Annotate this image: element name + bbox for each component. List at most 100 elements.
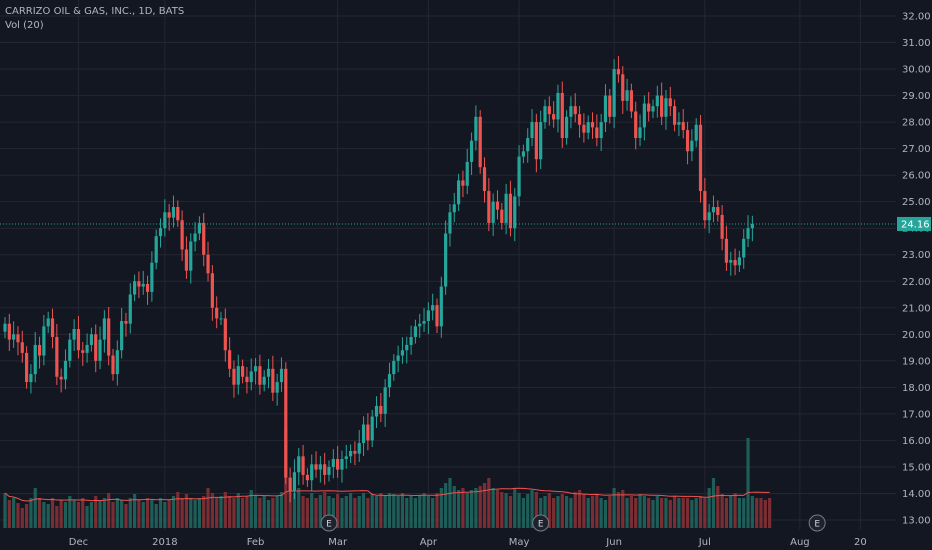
candle-body xyxy=(474,116,478,141)
x-tick-label: Apr xyxy=(420,537,438,548)
earnings-marker[interactable] xyxy=(320,514,338,532)
candle-body xyxy=(517,156,521,197)
volume-bar xyxy=(305,498,309,528)
candle-body xyxy=(366,424,370,441)
candle-body xyxy=(184,249,189,271)
y-tick-label: 26.00 xyxy=(902,171,931,182)
candle-body xyxy=(698,124,703,192)
volume-bar xyxy=(258,498,262,528)
volume-bar xyxy=(435,493,439,528)
candle-body xyxy=(616,69,621,75)
volume-bar xyxy=(733,493,737,528)
volume-ma-line xyxy=(4,487,770,502)
x-tick-label: May xyxy=(509,537,530,548)
candle-body xyxy=(292,472,297,491)
volume-bar xyxy=(469,490,474,528)
volume-bar xyxy=(189,498,193,528)
candle-body xyxy=(262,376,266,385)
candle-body xyxy=(608,95,612,117)
candle-body xyxy=(331,458,335,467)
x-tick-label: Jun xyxy=(605,537,622,548)
volume-bar xyxy=(16,503,20,528)
volume-bar xyxy=(63,502,68,528)
volume-bar xyxy=(504,493,508,528)
candle-body xyxy=(241,366,245,377)
volume-bar xyxy=(314,498,318,528)
candle-body xyxy=(176,206,180,221)
volume-bars xyxy=(3,428,772,528)
last-price-value: 24.16 xyxy=(901,219,930,230)
earnings-marker-label: E xyxy=(538,520,544,530)
volume-bar xyxy=(59,500,63,528)
candle-body xyxy=(724,238,729,263)
earnings-marker[interactable] xyxy=(532,514,550,532)
volume-bar xyxy=(241,498,245,528)
volume-bar xyxy=(357,496,361,528)
volume-bar xyxy=(599,498,603,528)
candle-body xyxy=(603,95,608,123)
y-tick-label: 17.00 xyxy=(902,409,931,420)
time-axis[interactable]: Dec 2018 Feb Mar Apr May Jun Jul Aug 20 xyxy=(69,537,867,548)
earnings-marker[interactable] xyxy=(808,514,826,532)
volume-bar xyxy=(223,492,227,528)
candle-body xyxy=(612,69,616,117)
volume-bar xyxy=(171,496,176,528)
volume-indicator-title[interactable]: Vol (20) xyxy=(5,20,44,31)
volume-bar xyxy=(431,498,435,528)
volume-bar xyxy=(729,496,733,528)
volume-bar xyxy=(383,495,387,528)
volume-bar xyxy=(534,492,538,528)
candle-body xyxy=(171,206,176,218)
volume-bar xyxy=(737,498,741,528)
x-tick-label: 2018 xyxy=(152,537,177,548)
x-tick-label: Aug xyxy=(790,537,810,548)
volume-bar xyxy=(111,502,115,528)
volume-bar xyxy=(85,506,89,528)
volume-bar xyxy=(521,498,525,528)
candle-body xyxy=(374,405,379,417)
candle-body xyxy=(111,355,115,375)
y-tick-label: 16.00 xyxy=(902,436,931,447)
chart-grid xyxy=(0,0,896,530)
candlestick-series xyxy=(3,56,754,503)
candle-body xyxy=(3,323,7,332)
candle-body xyxy=(249,371,253,383)
volume-bar xyxy=(608,496,612,528)
y-tick-label: 20.00 xyxy=(902,330,931,341)
volume-bar xyxy=(582,494,586,528)
volume-bar xyxy=(595,494,599,528)
candle-body xyxy=(565,116,569,139)
volume-bar xyxy=(387,493,392,528)
candle-body xyxy=(508,193,513,229)
volume-bar xyxy=(444,483,448,528)
volume-bar xyxy=(292,493,297,528)
candle-body xyxy=(439,286,443,327)
candle-body xyxy=(46,318,50,327)
candle-body xyxy=(729,260,733,263)
symbol-title[interactable]: CARRIZO OIL & GAS, INC., 1D, BATS xyxy=(5,6,185,17)
candle-body xyxy=(383,387,387,414)
candle-body xyxy=(327,466,331,475)
last-price-box xyxy=(897,216,931,231)
candle-body xyxy=(556,92,560,120)
candle-body xyxy=(716,206,720,215)
volume-bar xyxy=(681,498,685,528)
candle-body xyxy=(526,138,530,152)
candle-body xyxy=(288,477,292,491)
y-tick-label: 25.00 xyxy=(902,197,931,208)
candle-body xyxy=(59,376,63,380)
volume-bar xyxy=(128,498,132,528)
volume-bar xyxy=(616,492,621,528)
volume-bar xyxy=(249,490,253,528)
candle-body xyxy=(452,204,456,213)
volume-bar xyxy=(530,490,534,528)
volume-bar xyxy=(612,488,616,528)
candle-body xyxy=(271,368,275,393)
candle-body xyxy=(297,456,301,473)
candle-body xyxy=(595,127,599,139)
candle-body xyxy=(504,193,508,223)
candle-body xyxy=(55,336,59,377)
volume-bar xyxy=(698,496,703,528)
